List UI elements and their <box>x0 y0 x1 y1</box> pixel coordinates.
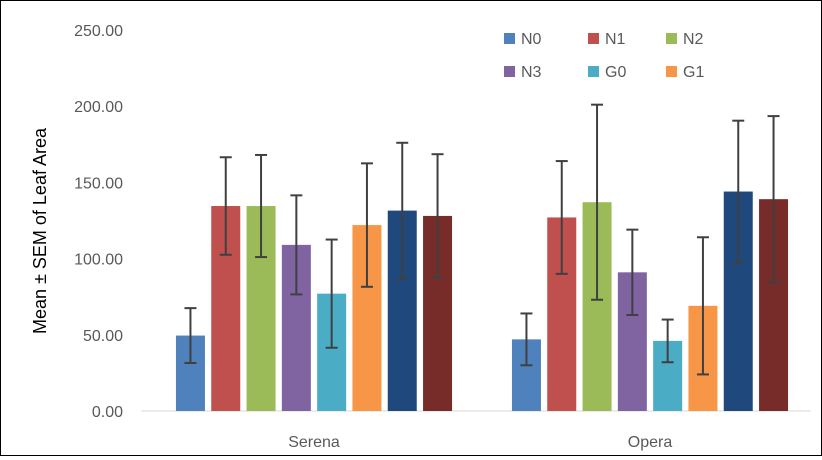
legend-label-g0: G0 <box>605 64 626 81</box>
error-bar <box>520 312 533 367</box>
error-bar <box>255 153 268 259</box>
error-bar <box>184 307 197 364</box>
error-bar <box>767 115 780 284</box>
error-bar <box>626 228 639 316</box>
legend-label-g1: G1 <box>683 64 704 81</box>
y-tick-label: 250.00 <box>74 23 123 40</box>
error-bar <box>290 194 303 296</box>
y-axis-title: Mean ± SEM of Leaf Area <box>30 127 50 334</box>
legend-label-n1: N1 <box>605 31 626 48</box>
legend-label-n0: N0 <box>521 31 542 48</box>
error-bar <box>360 162 373 288</box>
legend-swatch-n3 <box>504 66 515 77</box>
error-bar <box>732 119 745 264</box>
legend-label-n2: N2 <box>683 31 704 48</box>
error-bar <box>325 238 338 349</box>
error-bar <box>219 156 232 256</box>
x-category-label: Serena <box>288 434 340 451</box>
error-bar <box>696 236 709 376</box>
y-tick-label: 100.00 <box>74 252 123 269</box>
error-bar <box>591 103 604 301</box>
y-tick-label: 150.00 <box>74 175 123 192</box>
legend-label-n3: N3 <box>521 64 542 81</box>
y-tick-label: 50.00 <box>83 328 123 345</box>
y-tick-label: 0.00 <box>92 404 123 421</box>
error-bar <box>661 318 674 364</box>
error-bar <box>431 153 444 279</box>
legend-swatch-n0 <box>504 33 515 44</box>
error-bar <box>555 160 568 275</box>
legend-swatch-n2 <box>666 33 677 44</box>
y-tick-label: 200.00 <box>74 99 123 116</box>
error-bar <box>396 141 409 280</box>
legend-swatch-g0 <box>588 66 599 77</box>
legend-swatch-n1 <box>588 33 599 44</box>
x-category-label: Opera <box>628 434 673 451</box>
legend-swatch-g1 <box>666 66 677 77</box>
